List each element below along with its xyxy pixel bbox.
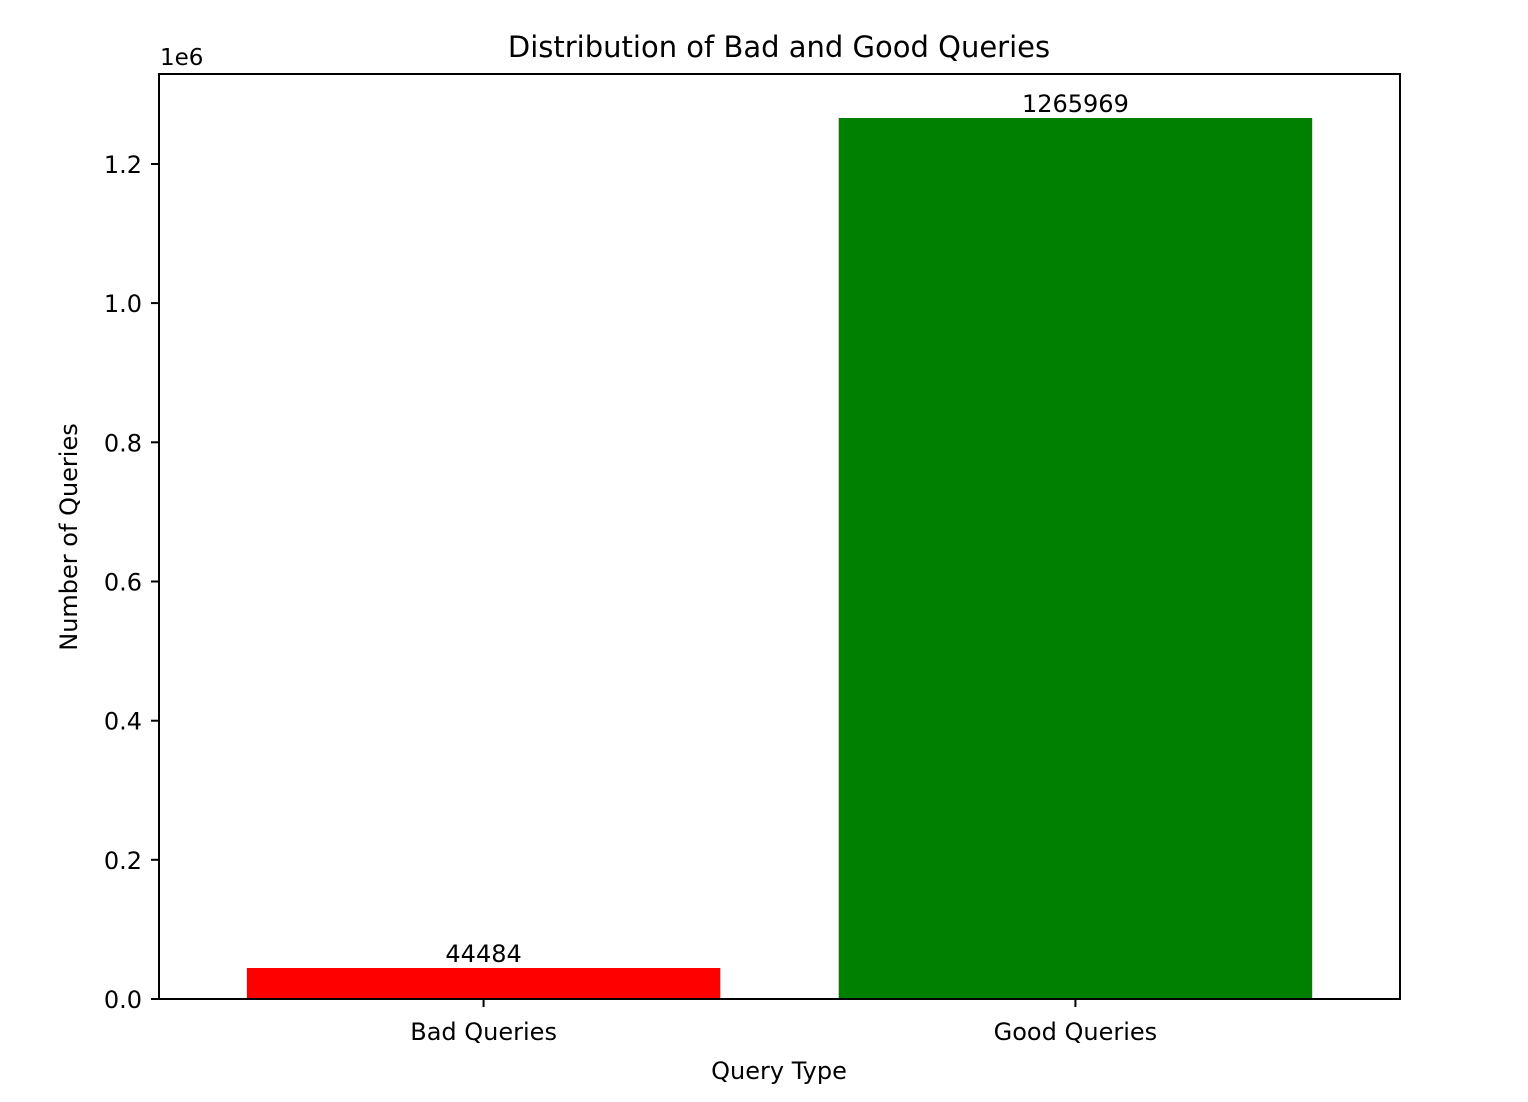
x-tick-label: Bad Queries (410, 1018, 557, 1046)
y-tick-label: 0.8 (104, 429, 142, 457)
x-axis-ticks: Bad Queries Good Queries (410, 999, 1157, 1046)
y-tick-label: 0.2 (104, 847, 142, 875)
bar-bad-queries (246, 968, 721, 999)
plot-frame (158, 73, 1401, 1000)
y-offset-text: 1e6 (160, 45, 203, 71)
y-tick-label: 0.0 (104, 986, 142, 1014)
data-label: 44484 (445, 940, 521, 968)
y-axis-label: Number of Queries (55, 423, 83, 650)
y-tick-label: 1.0 (104, 290, 142, 318)
y-tick-label: 1.2 (104, 151, 142, 179)
x-tick-label: Good Queries (994, 1018, 1158, 1046)
bars-group (246, 118, 1313, 999)
chart-title: Distribution of Bad and Good Queries (508, 30, 1050, 64)
data-labels: 44484 1265969 (445, 90, 1128, 968)
y-axis-ticks: 0.0 0.2 0.4 0.6 0.8 1.0 1.2 (104, 151, 159, 1014)
x-axis-label: Query Type (711, 1057, 847, 1085)
data-label: 1265969 (1022, 90, 1129, 118)
y-tick-label: 0.6 (104, 569, 142, 597)
bar-good-queries (838, 118, 1313, 999)
y-tick-label: 0.4 (104, 708, 142, 736)
